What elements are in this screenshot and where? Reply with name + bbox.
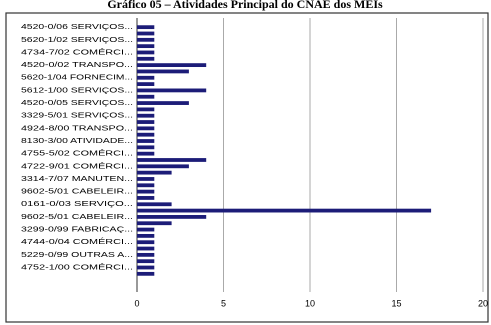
- y-tick-label: 5620-1/04 FORNECIM...: [21, 73, 133, 82]
- y-tick-label: 4744-0/04 COMÉRCI...: [21, 237, 133, 246]
- x-tick-label: 20: [478, 298, 488, 308]
- bar: [137, 113, 155, 118]
- bar: [137, 271, 155, 276]
- bar: [137, 183, 155, 188]
- bar: [137, 170, 172, 175]
- y-tick-label: 3329-5/01 SERVIÇOS...: [21, 111, 133, 120]
- y-tick-label: 4752-1/00 COMÉRCI...: [21, 262, 133, 271]
- bar: [137, 202, 172, 207]
- bar: [137, 227, 155, 232]
- chart-border: [5, 12, 489, 323]
- bar: [137, 240, 155, 245]
- y-tick-label: 5620-1/02 SERVIÇOS...: [21, 35, 133, 44]
- bar: [137, 233, 155, 238]
- chart-title: Gráfico 05 – Atividades Principal do CNA…: [107, 0, 383, 11]
- y-tick-label: 9602-5/01 CABELEIR...: [21, 212, 133, 221]
- x-tick-label: 15: [391, 298, 401, 308]
- bar: [137, 50, 155, 55]
- bar: [137, 189, 155, 194]
- y-tick-label: 0161-0/03 SERVIÇO...: [21, 199, 133, 208]
- x-tick-label: 5: [221, 298, 226, 308]
- y-tick-label: 5229-0/99 OUTRAS A...: [21, 250, 133, 259]
- bar: [137, 259, 155, 264]
- y-tick-label: 3299-0/99 FABRICAÇ...: [21, 225, 133, 234]
- bar: [137, 94, 155, 99]
- bar: [137, 120, 155, 124]
- bar: [137, 75, 155, 80]
- bar: [137, 221, 172, 226]
- y-tick-label: 4924-8/00 TRANSPO...: [21, 123, 133, 132]
- bar: [137, 151, 155, 156]
- bar: [137, 177, 155, 181]
- bar: [137, 265, 155, 270]
- bar: [137, 63, 207, 68]
- bar: [137, 82, 155, 86]
- x-tick-label: 0: [134, 298, 139, 308]
- bar: [137, 107, 155, 112]
- y-tick-label: 4722-9/01 COMÉRCI...: [21, 161, 133, 170]
- y-tick-label: 4520-0/02 TRANSPO...: [21, 60, 133, 69]
- bar: [137, 252, 155, 257]
- bar: [137, 126, 155, 131]
- bar: [137, 44, 155, 49]
- bar: [137, 69, 189, 74]
- bar: [137, 37, 155, 42]
- y-tick-label: 5612-1/00 SERVIÇOS...: [21, 85, 133, 94]
- bar: [137, 25, 155, 30]
- bar: [137, 208, 432, 213]
- bar: [137, 145, 155, 150]
- y-tick-label: 9602-5/01 CABELEIR...: [21, 187, 133, 196]
- y-tick-label: 4755-5/02 COMÉRCI...: [21, 149, 133, 158]
- bar: [137, 215, 207, 219]
- y-tick-label: 4520-0/06 SERVIÇOS...: [21, 22, 133, 31]
- bar: [137, 132, 155, 137]
- y-tick-label: 8130-3/00 ATIVIDADE...: [21, 136, 133, 145]
- bar: [137, 246, 155, 251]
- y-tick-label: 3314-7/07 MANUTEN...: [21, 174, 133, 183]
- bar: [137, 31, 155, 36]
- bar: [137, 139, 155, 143]
- bar: [137, 56, 155, 61]
- bar: [137, 88, 207, 93]
- bar: [137, 196, 155, 200]
- bar: [137, 101, 189, 105]
- y-tick-label: 4520-0/05 SERVIÇOS...: [21, 98, 133, 107]
- x-tick-label: 10: [305, 298, 315, 308]
- bar: [137, 164, 189, 169]
- y-tick-label: 4734-7/02 COMÉRCI...: [21, 47, 133, 56]
- bar: [137, 158, 207, 162]
